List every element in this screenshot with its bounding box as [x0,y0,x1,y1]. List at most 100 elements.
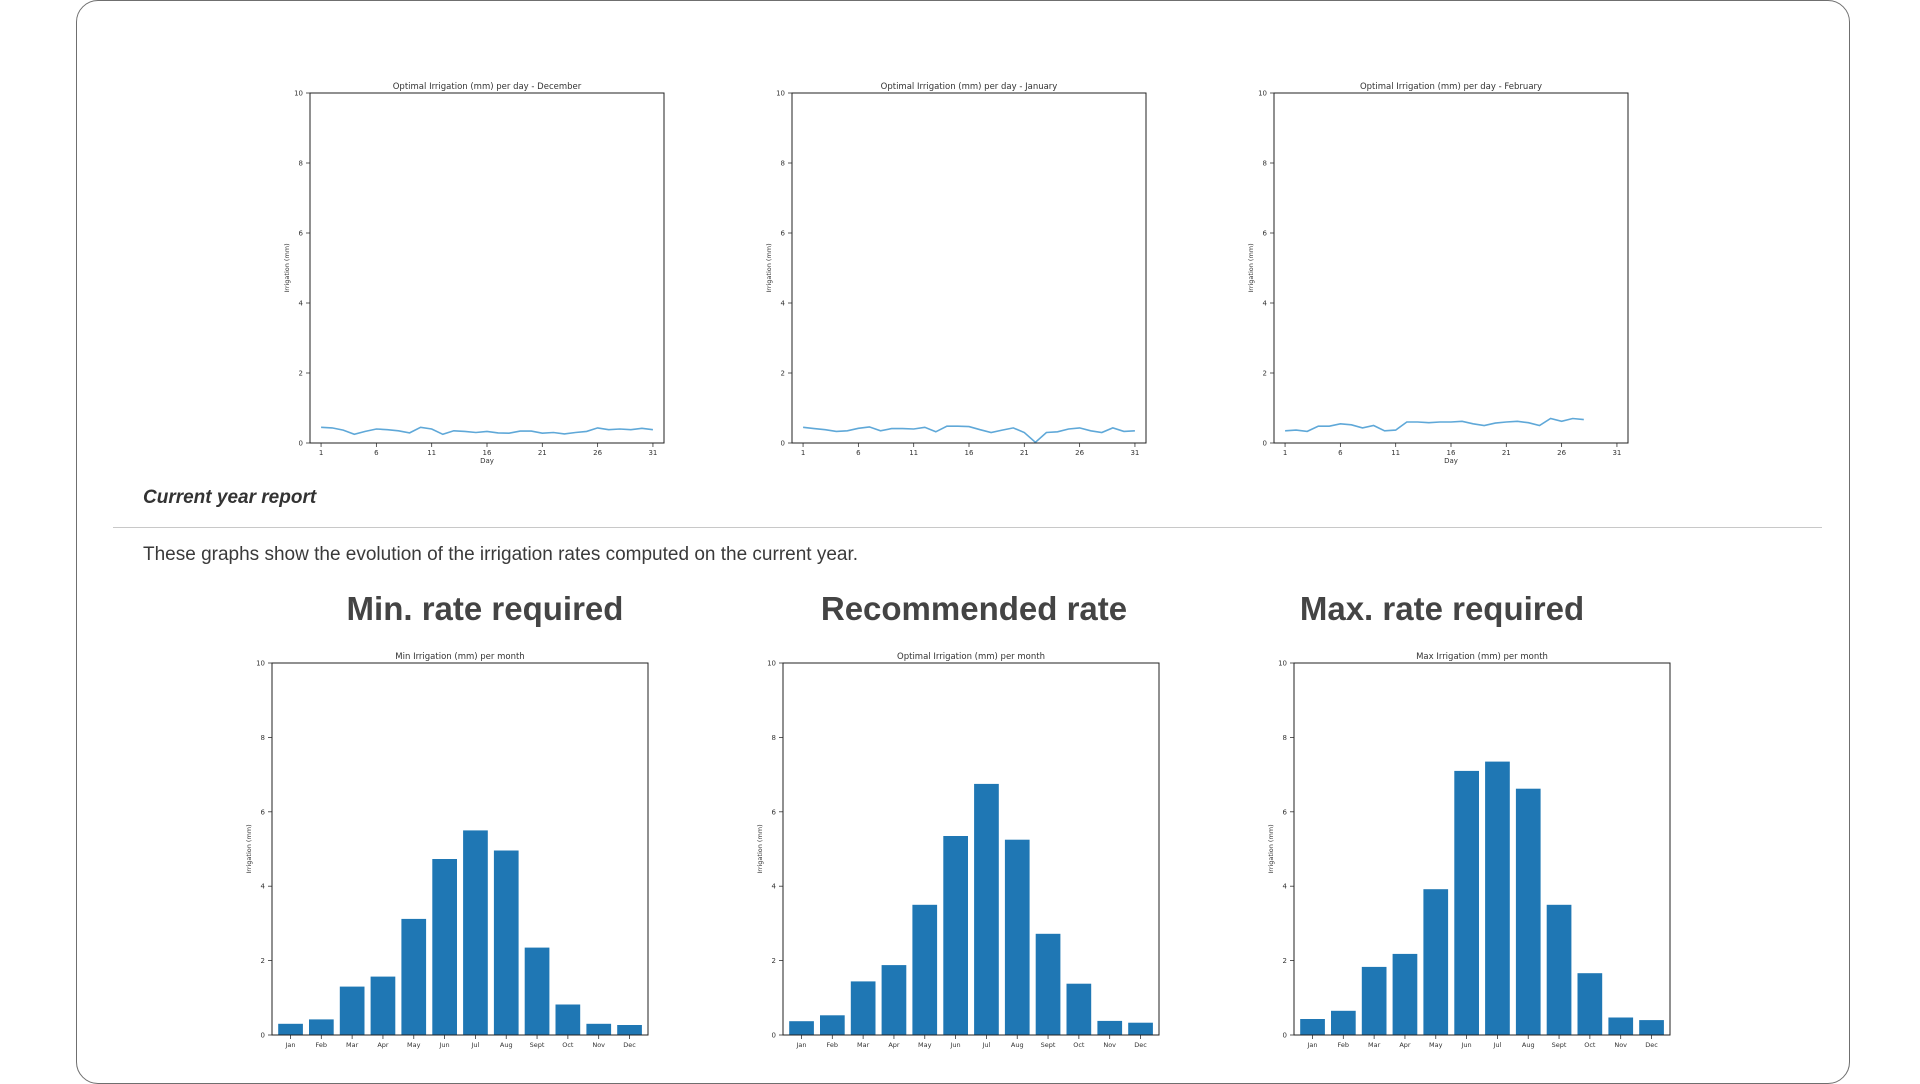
y-axis-label: Irrigation (mm) [1247,243,1255,292]
x-tick-label: Mar [857,1041,870,1049]
x-tick-label: 21 [1502,449,1511,457]
x-axis-label: Day [480,457,494,465]
y-tick-label: 0 [261,1032,265,1040]
y-tick-label: 0 [781,440,785,448]
x-tick-label: 31 [648,449,657,457]
x-tick-label: Jun [1461,1041,1472,1049]
x-tick-label: Oct [562,1041,574,1049]
chart-title: Min Irrigation (mm) per month [395,652,524,662]
x-tick-label: Apr [1399,1041,1411,1049]
y-tick-label: 10 [767,660,776,668]
x-tick-label: Mar [1368,1041,1381,1049]
bar [1485,761,1510,1035]
x-tick-label: Jan [1306,1041,1317,1049]
x-tick-label: Jan [795,1041,806,1049]
y-tick-label: 6 [261,808,266,816]
bar [850,981,876,1035]
x-tick-label: Sept [1552,1041,1567,1049]
x-tick-label: May [407,1041,421,1049]
y-tick-label: 6 [1283,808,1288,816]
x-tick-label: 11 [427,449,436,457]
y-tick-label: 4 [772,883,777,891]
x-tick-label: 31 [1612,449,1621,457]
x-tick-label: 31 [1130,449,1139,457]
y-tick-label: 4 [781,300,786,308]
heading-max-rate: Max. rate required [1299,590,1585,627]
bar [432,859,457,1035]
y-tick-label: 10 [294,90,303,98]
bar [1546,904,1572,1035]
x-tick-label: 1 [319,449,323,457]
x-tick-label: Sept [530,1041,545,1049]
x-tick-label: Jul [1492,1041,1501,1049]
bar [617,1025,642,1035]
x-tick-label: 11 [1391,449,1400,457]
x-tick-label: Aug [500,1041,513,1049]
x-tick-label: 26 [593,449,602,457]
bar [463,830,488,1035]
y-tick-label: 4 [1263,300,1268,308]
bar [912,904,938,1035]
bar [309,1019,334,1035]
x-tick-label: Aug [1011,1041,1024,1049]
x-tick-label: Dec [623,1041,636,1049]
x-tick-label: 1 [801,449,805,457]
chart-title: Optimal Irrigation (mm) per day - Decemb… [393,82,582,92]
x-tick-label: 6 [374,449,379,457]
y-tick-label: 4 [1283,883,1288,891]
bar [555,1004,581,1035]
y-tick-label: 8 [1263,160,1267,168]
chart-monthly-optimal: Optimal Irrigation (mm) per month 0 2 4 6 8 10… [756,652,1160,1049]
chart-title: Max Irrigation (mm) per month [1416,652,1548,662]
bar [1392,953,1418,1035]
y-tick-label: 0 [772,1032,776,1040]
bar [1066,983,1092,1035]
y-tick-label: 6 [772,808,777,816]
y-tick-label: 4 [261,883,266,891]
y-tick-label: 6 [299,230,304,238]
bar [1423,889,1449,1035]
y-axis-label: Irrigation (mm) [283,243,291,292]
x-tick-label: Dec [1134,1041,1147,1049]
x-tick-label: Feb [316,1041,328,1049]
bar [1097,1020,1123,1035]
bar [1515,788,1541,1035]
bar [1004,839,1030,1035]
y-tick-label: 2 [1263,370,1267,378]
heading-min-rate: Min. rate required [346,590,624,627]
section-divider [113,527,1822,528]
bar [1331,1010,1356,1035]
x-tick-label: Oct [1073,1041,1085,1049]
x-tick-label: Jan [284,1041,295,1049]
y-tick-label: 0 [1263,440,1267,448]
chart-title: Optimal Irrigation (mm) per day - Februa… [1360,82,1542,92]
x-tick-label: 1 [1283,449,1287,457]
x-tick-label: Nov [1614,1041,1627,1049]
x-tick-label: Nov [592,1041,605,1049]
x-tick-label: May [1429,1041,1443,1049]
x-tick-label: 11 [909,449,918,457]
x-tick-label: 16 [483,449,492,457]
bar [401,918,427,1035]
section-description: These graphs show the evolution of the i… [143,544,859,565]
bar [820,1015,845,1035]
y-tick-label: 10 [1258,90,1267,98]
plot-frame [1273,92,1629,444]
y-tick-label: 2 [772,957,776,965]
y-tick-label: 8 [781,160,785,168]
series-line [1285,417,1584,433]
x-tick-label: Sept [1041,1041,1056,1049]
bar [339,986,365,1035]
y-tick-label: 2 [261,957,265,965]
bar [1577,973,1603,1035]
bar [881,965,907,1035]
y-axis-label: Irrigation (mm) [245,824,253,873]
y-axis-label: Irrigation (mm) [756,824,764,873]
y-tick-label: 8 [772,734,776,742]
x-tick-label: Apr [377,1041,389,1049]
chart-title: Optimal Irrigation (mm) per day - Januar… [881,82,1058,92]
bar [1454,770,1479,1035]
plot-frame [271,662,649,1036]
x-tick-label: 16 [1447,449,1456,457]
x-tick-label: Feb [827,1041,839,1049]
